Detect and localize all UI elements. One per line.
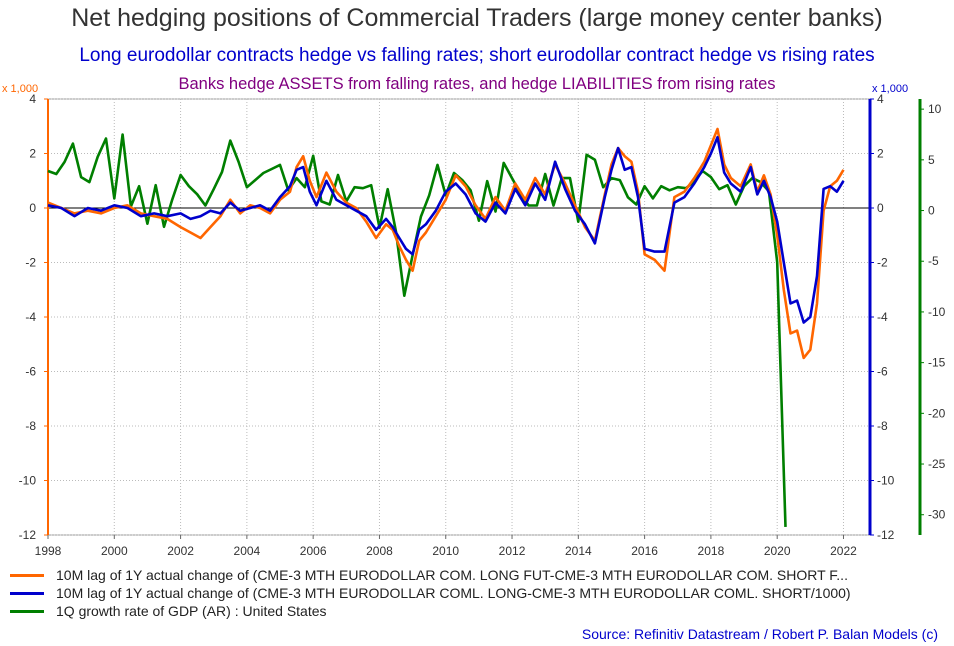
x-axis-label: 2010 <box>432 544 459 558</box>
right-axis-label: 5 <box>928 153 935 167</box>
right-axis-label: -30 <box>928 508 946 522</box>
x-axis-label: 2000 <box>101 544 128 558</box>
chart-subtitle-2: Banks hedge ASSETS from falling rates, a… <box>178 75 776 93</box>
x-axis-label: 2004 <box>234 544 261 558</box>
mid-axis-label: -4 <box>877 310 888 324</box>
left-axis-label: -12 <box>19 528 37 542</box>
mid-axis-label: -10 <box>877 474 895 488</box>
x-axis-label: 2008 <box>366 544 393 558</box>
legend-label-green: 1Q growth rate of GDP (AR) : United Stat… <box>56 603 327 619</box>
right-axis-label: -20 <box>928 406 946 420</box>
legend-swatch-green <box>10 609 44 613</box>
legend-label-orange: 10M lag of 1Y actual change of (CME-3 MT… <box>56 567 848 583</box>
x-axis-label: 2014 <box>565 544 592 558</box>
mid-axis-label: 0 <box>877 201 884 215</box>
left-axis-label: -6 <box>25 365 36 379</box>
legend-swatch-orange <box>10 573 44 577</box>
x-axis-label: 2018 <box>698 544 725 558</box>
right-axis-label: 10 <box>928 102 942 116</box>
left-axis-label: 2 <box>29 147 36 161</box>
left-axis-unit: x 1,000 <box>2 83 38 95</box>
right-axis-label: 0 <box>928 204 935 218</box>
x-axis-label: 2012 <box>499 544 526 558</box>
mid-axis-label: -2 <box>877 256 888 270</box>
legend-label-blue: 10M lag of 1Y actual change of (CME-3 MT… <box>56 585 851 601</box>
left-axis-label: 4 <box>29 92 36 106</box>
chart-subtitle: Long eurodollar contracts hedge vs falli… <box>79 45 875 66</box>
left-axis-label: -10 <box>19 474 37 488</box>
x-axis-label: 2022 <box>830 544 857 558</box>
left-axis-label: -8 <box>25 419 36 433</box>
legend-swatch-blue <box>10 591 44 595</box>
mid-axis-label: -12 <box>877 528 895 542</box>
mid-axis-unit: x 1,000 <box>872 83 908 95</box>
legend-item-blue: 10M lag of 1Y actual change of (CME-3 MT… <box>10 584 950 602</box>
right-axis-label: -15 <box>928 356 946 370</box>
right-axis-label: -10 <box>928 305 946 319</box>
legend-item-orange: 10M lag of 1Y actual change of (CME-3 MT… <box>10 566 950 584</box>
x-axis-label: 1998 <box>35 544 62 558</box>
x-axis-label: 2002 <box>167 544 194 558</box>
legend-item-green: 1Q growth rate of GDP (AR) : United Stat… <box>10 602 950 620</box>
source-note: Source: Refinitiv Datastream / Robert P.… <box>581 626 938 642</box>
left-axis-label: -2 <box>25 256 36 270</box>
series-line-blue <box>47 135 845 324</box>
left-axis-label: -4 <box>25 310 36 324</box>
x-axis-label: 2006 <box>300 544 327 558</box>
mid-axis-label: 2 <box>877 147 884 161</box>
x-axis-label: 2016 <box>631 544 658 558</box>
right-axis-label: -25 <box>928 457 946 471</box>
x-axis-label: 2020 <box>764 544 791 558</box>
right-axis-label: -5 <box>928 254 939 268</box>
left-axis-label: 0 <box>29 201 36 215</box>
mid-axis-label: 4 <box>877 92 884 106</box>
mid-axis-label: -6 <box>877 365 888 379</box>
mid-axis-label: -8 <box>877 419 888 433</box>
chart-title: Net hedging positions of Commercial Trad… <box>71 4 883 32</box>
